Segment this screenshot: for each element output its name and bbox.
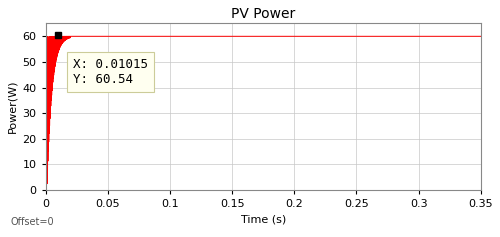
Title: PV Power: PV Power — [231, 7, 296, 21]
Text: Offset=0: Offset=0 — [11, 217, 54, 227]
Y-axis label: Power(W): Power(W) — [7, 80, 17, 133]
X-axis label: Time (s): Time (s) — [240, 214, 286, 224]
Text: X: 0.01015
Y: 60.54: X: 0.01015 Y: 60.54 — [73, 58, 148, 86]
